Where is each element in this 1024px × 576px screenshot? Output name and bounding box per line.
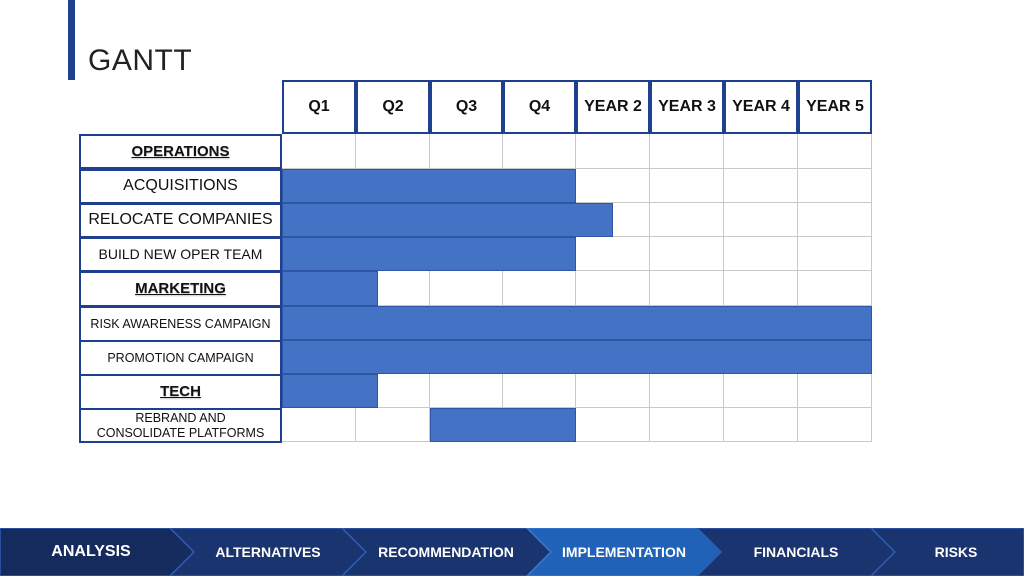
task-label-build-new-oper-team: BUILD NEW OPER TEAM: [79, 237, 282, 272]
grid-cell: [724, 408, 798, 442]
grid-cell: [430, 134, 503, 169]
grid-cell: [576, 237, 650, 271]
gantt-bar: [282, 340, 872, 374]
gantt-bar: [282, 374, 379, 408]
column-header-q3: Q3: [430, 80, 503, 134]
grid-cell: [576, 169, 650, 203]
task-label-risk-awareness-campaign: RISK AWARENESS CAMPAIGN: [79, 306, 282, 342]
page-title: GANTT: [88, 44, 193, 77]
grid-cell: [724, 237, 798, 271]
grid-cell: [356, 408, 430, 442]
gantt-bar: [282, 169, 576, 203]
grid-cell: [650, 169, 724, 203]
grid-cell: [798, 203, 872, 237]
grid-cell: [430, 271, 503, 306]
grid-cell: [650, 408, 724, 442]
grid-cell: [503, 271, 576, 306]
nav-item-analysis[interactable]: ANALYSIS: [51, 543, 131, 560]
grid-cell: [430, 374, 503, 408]
grid-cell: [576, 134, 650, 169]
grid-cell: [724, 271, 798, 306]
grid-cell: [650, 203, 724, 237]
gantt-bar: [282, 271, 379, 306]
grid-cell: [282, 134, 356, 169]
gantt-bar: [282, 306, 872, 340]
grid-cell: [356, 374, 430, 408]
title-accent-bar: [68, 0, 75, 80]
gantt-bar: [282, 203, 613, 237]
grid-cell: [724, 169, 798, 203]
grid-cell: [798, 237, 872, 271]
grid-cell: [576, 203, 650, 237]
grid-cell: [576, 374, 650, 408]
nav-item-alternatives[interactable]: ALTERNATIVES: [215, 544, 321, 560]
nav-item-recommendation[interactable]: RECOMMENDATION: [378, 544, 514, 560]
column-header-year-2: YEAR 2: [576, 80, 650, 134]
column-header-q4: Q4: [503, 80, 576, 134]
grid-cell: [356, 134, 430, 169]
grid-cell: [282, 408, 356, 442]
nav-item-implementation[interactable]: IMPLEMENTATION: [562, 544, 686, 560]
task-label-rebrand-and-consolidate-platforms: REBRAND AND CONSOLIDATE PLATFORMS: [79, 408, 282, 443]
navigation-chevrons: [0, 528, 1024, 576]
grid-cell: [650, 271, 724, 306]
grid-cell: [650, 374, 724, 408]
task-label-relocate-companies: RELOCATE COMPANIES: [79, 203, 282, 238]
grid-cell: [650, 237, 724, 271]
grid-cell: [724, 374, 798, 408]
grid-cell: [798, 134, 872, 169]
grid-cell: [356, 271, 430, 306]
task-label-promotion-campaign: PROMOTION CAMPAIGN: [79, 340, 282, 376]
grid-cell: [798, 374, 872, 408]
column-header-q2: Q2: [356, 80, 430, 134]
section-label-tech: TECH: [79, 374, 282, 410]
column-header-year-5: YEAR 5: [798, 80, 872, 134]
grid-cell: [798, 169, 872, 203]
grid-cell: [724, 134, 798, 169]
grid-cell: [576, 408, 650, 442]
grid-cell: [576, 271, 650, 306]
task-label-acquisitions: ACQUISITIONS: [79, 169, 282, 204]
gantt-bar: [430, 408, 576, 442]
gantt-grid: [282, 134, 872, 442]
gantt-bar: [282, 237, 576, 271]
nav-item-risks[interactable]: RISKS: [934, 544, 978, 560]
section-label-operations: OPERATIONS: [79, 134, 282, 169]
grid-cell: [798, 271, 872, 306]
grid-cell: [503, 134, 576, 169]
bottom-navigation: ANALYSIS ALTERNATIVES RECOMMENDATION IMP…: [0, 528, 1024, 576]
grid-cell: [798, 408, 872, 442]
column-header-q1: Q1: [282, 80, 356, 134]
grid-cell: [724, 203, 798, 237]
grid-cell: [503, 374, 576, 408]
section-label-marketing: MARKETING: [79, 271, 282, 307]
column-header-year-3: YEAR 3: [650, 80, 724, 134]
grid-cell: [650, 134, 724, 169]
nav-item-financials[interactable]: FINANCIALS: [753, 544, 839, 560]
column-header-year-4: YEAR 4: [724, 80, 798, 134]
